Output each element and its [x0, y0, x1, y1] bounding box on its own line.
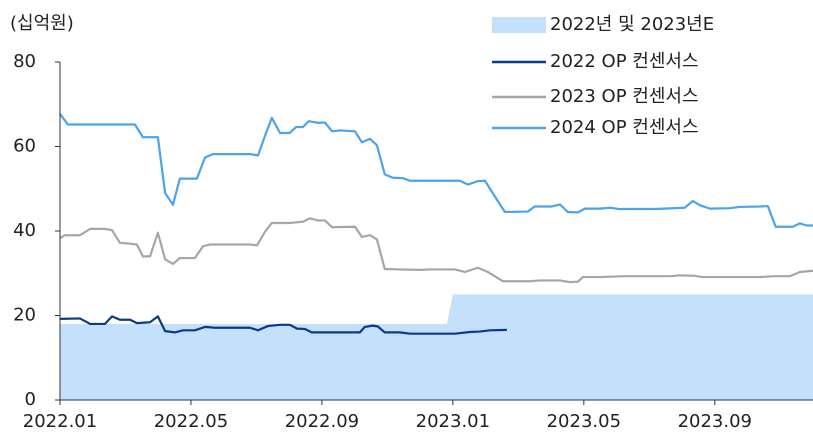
y-tick-label: 40: [13, 220, 36, 241]
line: [59, 113, 813, 228]
y-axis-label: (십억원): [10, 13, 74, 34]
x-tick-label: 2023.01: [416, 411, 490, 432]
x-tick-label: 2022.09: [285, 411, 359, 432]
legend-label: 2023 OP 컨센서스: [550, 86, 699, 107]
legend-label: 2024 OP 컨센서스: [550, 117, 699, 138]
x-tick-label: 2023.09: [678, 411, 752, 432]
y-tick-label: 0: [25, 389, 36, 410]
legend-label: 2022 OP 컨센서스: [550, 51, 699, 72]
y-tick-label: 60: [13, 136, 36, 157]
legend-swatch: [492, 17, 546, 33]
line: [59, 217, 813, 284]
x-tick-label: 2023.05: [547, 411, 621, 432]
area: [60, 294, 813, 400]
legend-label: 2022년 및 2023년E: [550, 14, 714, 35]
y-tick-label: 20: [13, 305, 36, 326]
x-tick-label: 2022.05: [154, 411, 228, 432]
y-tick-label: 80: [13, 51, 36, 72]
line: [59, 315, 507, 335]
x-tick-label: 2022.01: [23, 411, 97, 432]
